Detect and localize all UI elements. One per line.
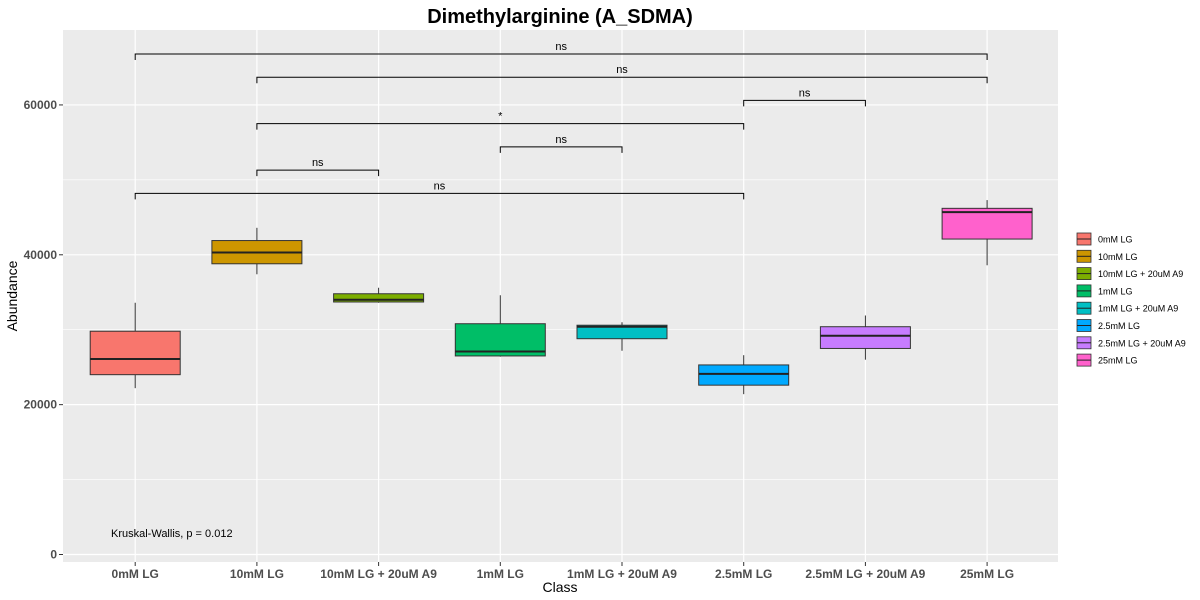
box-2-5mm-lg	[698, 355, 790, 395]
bracket-line	[256, 169, 380, 177]
legend-label: 10mM LG	[1098, 252, 1138, 262]
y-axis: 0 20000 40000 60000	[24, 98, 63, 562]
comparison-bracket: ns	[256, 157, 380, 177]
bracket-line	[256, 76, 988, 84]
legend-item: 2.5mM LG + 20uM A9	[1076, 336, 1186, 350]
bracket-line	[499, 146, 623, 153]
bracket-label: ns	[616, 64, 628, 76]
legend-item: 10mM LG + 20uM A9	[1076, 267, 1183, 281]
x-axis: 0mM LG 10mM LG 10mM LG + 20uM A9 1mM LG 1mM …	[112, 562, 1014, 581]
y-axis-title: Abundance	[4, 260, 20, 331]
bracket-label: ns	[434, 180, 446, 192]
box-2-5mm-lg-20um-a9	[819, 315, 911, 360]
box-25mm-lg	[941, 200, 1033, 266]
legend-item: 2.5mM LG	[1076, 319, 1140, 332]
bracket-line	[743, 99, 866, 107]
kruskal-wallis-annotation: Kruskal-Wallis, p = 0.012	[111, 528, 233, 540]
x-tick-label: 1mM LG + 20uM A9	[567, 567, 677, 581]
y-tick-label: 0	[50, 548, 57, 562]
box-body	[698, 364, 790, 386]
box-0mm-lg	[89, 302, 181, 389]
bracket-label: ns	[555, 134, 567, 146]
x-tick-label: 2.5mM LG + 20uM A9	[805, 567, 925, 581]
bracket-line	[256, 123, 745, 130]
legend-label: 1mM LG + 20uM A9	[1098, 304, 1178, 314]
comparison-bracket: *	[256, 111, 745, 130]
comparison-bracket: ns	[499, 134, 623, 153]
x-tick-label: 0mM LG	[112, 567, 159, 581]
legend-item: 25mM LG	[1076, 353, 1138, 367]
boxes	[89, 200, 1033, 395]
legend: 0mM LG 10mM LG 10mM LG + 20uM A9 1mM LG 1mM …	[1076, 232, 1186, 367]
box-body	[333, 293, 425, 303]
legend-item: 1mM LG + 20uM A9	[1076, 301, 1178, 315]
box-body	[89, 330, 181, 376]
legend-label: 0mM LG	[1098, 235, 1133, 245]
comparison-brackets: ns ns ns * ns ns ns	[134, 41, 988, 200]
x-tick-label: 25mM LG	[960, 567, 1014, 581]
comparison-bracket: ns	[256, 64, 988, 84]
bracket-label: *	[498, 111, 503, 123]
bracket-label: ns	[555, 41, 567, 53]
legend-label: 2.5mM LG	[1098, 321, 1140, 331]
x-tick-label: 1mM LG	[477, 567, 524, 581]
comparison-bracket: ns	[743, 87, 866, 107]
x-axis-title: Class	[542, 579, 577, 595]
y-tick-label: 40000	[24, 248, 58, 262]
legend-item: 1mM LG	[1076, 284, 1133, 298]
bracket-line	[134, 192, 745, 200]
y-tick-label: 60000	[24, 98, 58, 112]
bracket-line	[134, 53, 988, 60]
box-10mm-lg	[211, 227, 303, 275]
legend-label: 25mM LG	[1098, 356, 1138, 366]
box-body	[819, 326, 911, 349]
box-1mm-lg-20um-a9	[576, 322, 668, 351]
x-tick-label: 10mM LG + 20uM A9	[320, 567, 437, 581]
x-tick-label: 2.5mM LG	[715, 567, 772, 581]
box-10mm-lg-20um-a9	[333, 287, 425, 303]
plot-panel	[63, 30, 1058, 562]
comparison-bracket: ns	[134, 41, 988, 60]
comparison-bracket: ns	[134, 180, 745, 200]
legend-item: 10mM LG	[1076, 249, 1138, 263]
chart-title: Dimethylarginine (A_SDMA)	[427, 6, 693, 28]
box-body	[576, 324, 668, 340]
y-tick-label: 20000	[24, 398, 58, 412]
legend-label: 10mM LG + 20uM A9	[1098, 269, 1183, 279]
bracket-label: ns	[312, 157, 324, 169]
bracket-label: ns	[799, 87, 811, 99]
x-tick-label: 10mM LG	[230, 567, 284, 581]
legend-item: 0mM LG	[1076, 232, 1133, 246]
box-body	[941, 207, 1033, 240]
legend-label: 2.5mM LG + 20uM A9	[1098, 338, 1186, 348]
legend-label: 1mM LG	[1098, 286, 1133, 296]
box-1mm-lg	[454, 295, 546, 357]
